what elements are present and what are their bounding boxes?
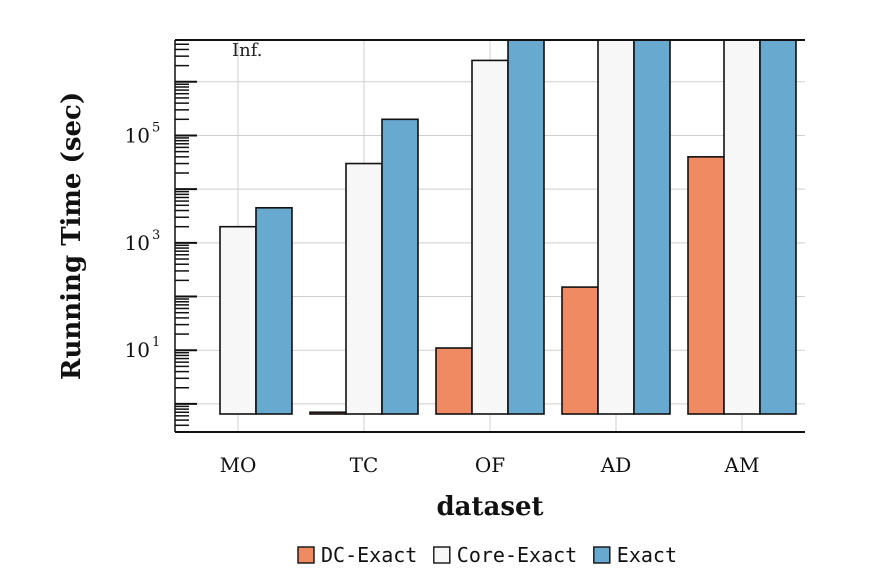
legend-label-exact: Exact <box>617 543 677 567</box>
legend-swatch-core-exact <box>433 546 451 564</box>
x-tick-label-tc: TC <box>350 453 379 477</box>
y-tick-label: 10 <box>125 231 150 255</box>
x-tick-label-of: OF <box>475 453 505 477</box>
bar-core-exact-tc <box>345 162 383 415</box>
bar-exact-of <box>507 39 545 415</box>
bar-core-exact-am <box>723 39 761 415</box>
bar-exact-ad <box>633 39 671 415</box>
bar-exact-am <box>759 39 797 415</box>
bar-dc-exact-of <box>435 347 473 415</box>
legend-label-dc-exact: DC-Exact <box>321 543 417 567</box>
bars <box>219 39 797 415</box>
x-tick-label-mo: MO <box>220 453 257 477</box>
bar-core-exact-of <box>471 59 509 415</box>
y-tick-exponent: 3 <box>152 228 160 243</box>
legend: DC-Exact Core-Exact Exact <box>297 543 677 567</box>
x-ticks: MO TC OF AD AM <box>220 453 760 477</box>
legend-label-core-exact: Core-Exact <box>457 543 577 567</box>
inf-annotation: Inf. <box>232 40 262 61</box>
legend-swatch-dc-exact <box>297 546 315 564</box>
bar-exact-tc <box>381 118 419 415</box>
x-axis-label: dataset <box>436 492 543 522</box>
bar-core-exact-ad <box>597 39 635 415</box>
bar-dc-exact-tc <box>309 411 347 415</box>
bar-dc-exact-ad <box>561 286 599 415</box>
bar-dc-exact-am <box>687 156 725 415</box>
y-axis-label: Running Time (sec) <box>57 92 87 380</box>
y-tick-label: 10 <box>125 123 150 147</box>
x-tick-label-ad: AD <box>600 453 631 477</box>
y-tick-exponent: 5 <box>152 120 160 135</box>
y-tick-label: 10 <box>125 338 150 362</box>
x-tick-label-am: AM <box>724 453 760 477</box>
bar-exact-mo <box>255 206 293 415</box>
legend-swatch-exact <box>593 546 611 564</box>
y-tick-exponent: 1 <box>152 335 160 350</box>
bar-core-exact-mo <box>219 225 257 415</box>
